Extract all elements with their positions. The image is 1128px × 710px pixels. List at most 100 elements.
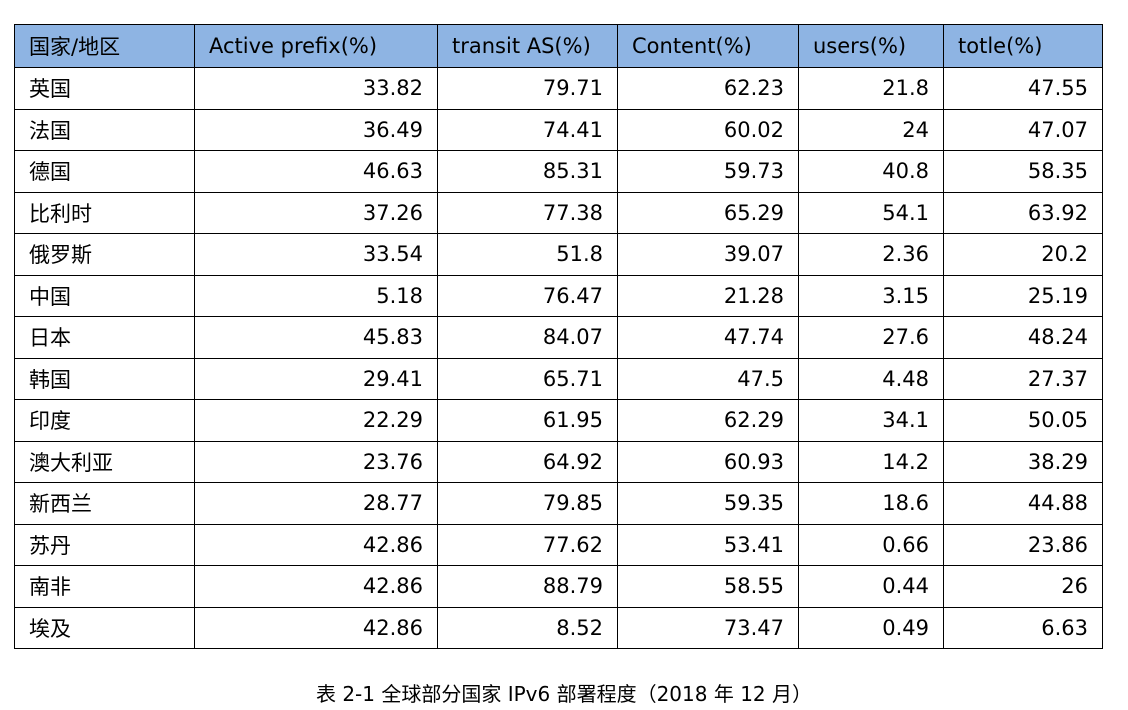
cell-active-prefix: 5.18 — [194, 274, 438, 317]
table-body: 英国 33.82 79.71 62.23 21.8 47.55 法国 36.49 74.41 60… — [14, 67, 1103, 649]
cell-users: 40.8 — [798, 150, 944, 193]
cell-users: 3.15 — [798, 274, 944, 317]
cell-totle: 58.35 — [943, 150, 1103, 193]
cell-content: 60.93 — [617, 440, 799, 483]
cell-country: 俄罗斯 — [14, 233, 195, 276]
cell-transit-as: 88.79 — [437, 565, 618, 608]
cell-transit-as: 79.71 — [437, 67, 618, 110]
cell-transit-as: 51.8 — [437, 233, 618, 276]
cell-transit-as: 74.41 — [437, 108, 618, 151]
cell-country: 新西兰 — [14, 482, 195, 525]
ipv6-deployment-table: 国家/地区 Active prefix(%) transit AS(%) Con… — [14, 24, 1103, 649]
cell-content: 59.73 — [617, 150, 799, 193]
cell-country: 南非 — [14, 565, 195, 608]
cell-active-prefix: 23.76 — [194, 440, 438, 483]
table-row: 法国 36.49 74.41 60.02 24 47.07 — [14, 108, 1103, 151]
cell-users: 0.66 — [798, 523, 944, 566]
cell-totle: 6.63 — [943, 606, 1103, 649]
cell-content: 59.35 — [617, 482, 799, 525]
cell-active-prefix: 36.49 — [194, 108, 438, 151]
header-users: users(%) — [798, 24, 944, 68]
cell-active-prefix: 37.26 — [194, 191, 438, 234]
cell-users: 21.8 — [798, 67, 944, 110]
cell-transit-as: 61.95 — [437, 399, 618, 442]
cell-totle: 26 — [943, 565, 1103, 608]
cell-content: 62.23 — [617, 67, 799, 110]
table-header-row: 国家/地区 Active prefix(%) transit AS(%) Con… — [14, 24, 1103, 68]
table-row: 韩国 29.41 65.71 47.5 4.48 27.37 — [14, 357, 1103, 400]
cell-transit-as: 84.07 — [437, 316, 618, 359]
cell-totle: 50.05 — [943, 399, 1103, 442]
cell-totle: 47.07 — [943, 108, 1103, 151]
cell-country: 印度 — [14, 399, 195, 442]
cell-users: 0.44 — [798, 565, 944, 608]
header-content: Content(%) — [617, 24, 799, 68]
cell-users: 0.49 — [798, 606, 944, 649]
cell-active-prefix: 22.29 — [194, 399, 438, 442]
cell-totle: 63.92 — [943, 191, 1103, 234]
cell-country: 韩国 — [14, 357, 195, 400]
cell-transit-as: 77.38 — [437, 191, 618, 234]
cell-country: 英国 — [14, 67, 195, 110]
cell-totle: 25.19 — [943, 274, 1103, 317]
cell-active-prefix: 33.54 — [194, 233, 438, 276]
cell-transit-as: 64.92 — [437, 440, 618, 483]
cell-active-prefix: 42.86 — [194, 606, 438, 649]
table-row: 俄罗斯 33.54 51.8 39.07 2.36 20.2 — [14, 233, 1103, 276]
table-row: 日本 45.83 84.07 47.74 27.6 48.24 — [14, 316, 1103, 359]
cell-content: 47.74 — [617, 316, 799, 359]
cell-content: 73.47 — [617, 606, 799, 649]
cell-totle: 20.2 — [943, 233, 1103, 276]
cell-totle: 23.86 — [943, 523, 1103, 566]
table-row: 新西兰 28.77 79.85 59.35 18.6 44.88 — [14, 482, 1103, 525]
header-active-prefix: Active prefix(%) — [194, 24, 438, 68]
cell-active-prefix: 28.77 — [194, 482, 438, 525]
ipv6-deployment-table-container: 国家/地区 Active prefix(%) transit AS(%) Con… — [14, 24, 1103, 649]
cell-active-prefix: 42.86 — [194, 523, 438, 566]
table-row: 印度 22.29 61.95 62.29 34.1 50.05 — [14, 399, 1103, 442]
cell-transit-as: 65.71 — [437, 357, 618, 400]
table-row: 英国 33.82 79.71 62.23 21.8 47.55 — [14, 67, 1103, 110]
cell-transit-as: 85.31 — [437, 150, 618, 193]
cell-totle: 44.88 — [943, 482, 1103, 525]
cell-country: 德国 — [14, 150, 195, 193]
cell-transit-as: 77.62 — [437, 523, 618, 566]
cell-users: 24 — [798, 108, 944, 151]
cell-content: 53.41 — [617, 523, 799, 566]
cell-users: 34.1 — [798, 399, 944, 442]
table-row: 埃及 42.86 8.52 73.47 0.49 6.63 — [14, 606, 1103, 649]
cell-country: 苏丹 — [14, 523, 195, 566]
cell-content: 47.5 — [617, 357, 799, 400]
table-row: 比利时 37.26 77.38 65.29 54.1 63.92 — [14, 191, 1103, 234]
cell-transit-as: 8.52 — [437, 606, 618, 649]
cell-country: 比利时 — [14, 191, 195, 234]
cell-country: 法国 — [14, 108, 195, 151]
cell-content: 62.29 — [617, 399, 799, 442]
cell-transit-as: 76.47 — [437, 274, 618, 317]
cell-country: 埃及 — [14, 606, 195, 649]
cell-totle: 27.37 — [943, 357, 1103, 400]
cell-country: 澳大利亚 — [14, 440, 195, 483]
cell-users: 54.1 — [798, 191, 944, 234]
table-row: 苏丹 42.86 77.62 53.41 0.66 23.86 — [14, 523, 1103, 566]
cell-users: 4.48 — [798, 357, 944, 400]
table-caption: 表 2-1 全球部分国家 IPv6 部署程度（2018 年 12 月） — [315, 682, 813, 706]
cell-country: 日本 — [14, 316, 195, 359]
header-country: 国家/地区 — [14, 24, 195, 68]
table-row: 德国 46.63 85.31 59.73 40.8 58.35 — [14, 150, 1103, 193]
header-transit-as: transit AS(%) — [437, 24, 618, 68]
cell-users: 18.6 — [798, 482, 944, 525]
cell-totle: 38.29 — [943, 440, 1103, 483]
header-totle: totle(%) — [943, 24, 1103, 68]
cell-active-prefix: 29.41 — [194, 357, 438, 400]
cell-active-prefix: 46.63 — [194, 150, 438, 193]
cell-totle: 48.24 — [943, 316, 1103, 359]
cell-content: 39.07 — [617, 233, 799, 276]
cell-content: 58.55 — [617, 565, 799, 608]
cell-content: 21.28 — [617, 274, 799, 317]
table-row: 中国 5.18 76.47 21.28 3.15 25.19 — [14, 274, 1103, 317]
cell-transit-as: 79.85 — [437, 482, 618, 525]
cell-active-prefix: 45.83 — [194, 316, 438, 359]
cell-users: 27.6 — [798, 316, 944, 359]
cell-active-prefix: 42.86 — [194, 565, 438, 608]
